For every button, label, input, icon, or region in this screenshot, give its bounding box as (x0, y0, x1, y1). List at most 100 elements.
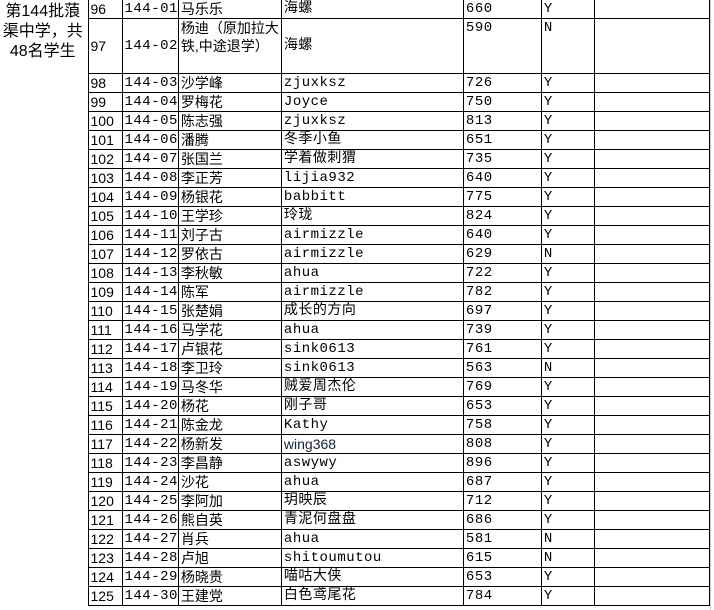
code-cell[interactable]: 144-12 (121, 244, 179, 264)
score-cell[interactable]: 769 (462, 377, 542, 397)
empty-cell[interactable] (593, 377, 710, 397)
nickname-cell[interactable]: ahua (280, 263, 464, 283)
flag-cell[interactable]: Y (540, 73, 595, 93)
flag-cell[interactable]: Y (540, 415, 595, 435)
code-cell[interactable]: 144-25 (121, 491, 179, 511)
score-cell[interactable]: 761 (462, 339, 542, 359)
score-cell[interactable]: 758 (462, 415, 542, 435)
number-cell[interactable]: 121 (87, 510, 123, 530)
flag-cell[interactable]: Y (540, 453, 595, 473)
nickname-cell[interactable]: 白色鸢尾花 (280, 586, 464, 606)
number-cell[interactable]: 101 (87, 130, 123, 150)
empty-cell[interactable] (593, 301, 710, 321)
nickname-cell[interactable]: 玥映辰 (280, 491, 464, 511)
number-cell[interactable]: 122 (87, 529, 123, 549)
nickname-cell[interactable]: 冬季小鱼 (280, 130, 464, 150)
score-cell[interactable]: 722 (462, 263, 542, 283)
flag-cell[interactable]: Y (540, 263, 595, 283)
score-cell[interactable]: 653 (462, 396, 542, 416)
empty-cell[interactable] (593, 358, 710, 378)
score-cell[interactable]: 615 (462, 548, 542, 568)
code-cell[interactable]: 144-11 (121, 225, 179, 245)
name-cell[interactable]: 刘子古 (177, 225, 282, 245)
name-cell[interactable]: 肖兵 (177, 529, 282, 549)
empty-cell[interactable] (593, 529, 710, 549)
flag-cell[interactable]: Y (540, 111, 595, 131)
name-cell[interactable]: 潘腾 (177, 130, 282, 150)
score-cell[interactable]: 775 (462, 187, 542, 207)
number-cell[interactable]: 115 (87, 396, 123, 416)
name-cell[interactable]: 杨花 (177, 396, 282, 416)
name-cell[interactable]: 李秋敏 (177, 263, 282, 283)
nickname-cell[interactable]: 成长的方向 (280, 301, 464, 321)
nickname-cell[interactable]: ahua (280, 529, 464, 549)
number-cell[interactable]: 99 (87, 92, 123, 112)
code-cell[interactable]: 144-28 (121, 548, 179, 568)
number-cell[interactable]: 123 (87, 548, 123, 568)
code-cell[interactable]: 144-26 (121, 510, 179, 530)
score-cell[interactable]: 726 (462, 73, 542, 93)
empty-cell[interactable] (593, 168, 710, 188)
nickname-cell[interactable]: 青泥何盘盘 (280, 510, 464, 530)
code-cell[interactable]: 144-14 (121, 282, 179, 302)
score-cell[interactable]: 640 (462, 225, 542, 245)
name-cell[interactable]: 陈金龙 (177, 415, 282, 435)
score-cell[interactable]: 660 (462, 0, 542, 19)
number-cell[interactable]: 102 (87, 149, 123, 169)
code-cell[interactable]: 144-01 (121, 0, 179, 19)
nickname-cell[interactable]: 学着做刺猬 (280, 149, 464, 169)
empty-cell[interactable] (593, 472, 710, 492)
name-cell[interactable]: 李昌静 (177, 453, 282, 473)
score-cell[interactable]: 896 (462, 453, 542, 473)
score-cell[interactable]: 686 (462, 510, 542, 530)
flag-cell[interactable]: Y (540, 567, 595, 587)
empty-cell[interactable] (593, 263, 710, 283)
empty-cell[interactable] (593, 225, 710, 245)
nickname-cell[interactable]: lijia932 (280, 168, 464, 188)
nickname-cell[interactable]: 海螺 (280, 18, 464, 74)
score-cell[interactable]: 697 (462, 301, 542, 321)
empty-cell[interactable] (593, 320, 710, 340)
name-cell[interactable]: 李卫玲 (177, 358, 282, 378)
name-cell[interactable]: 沙学峰 (177, 73, 282, 93)
number-cell[interactable]: 105 (87, 206, 123, 226)
flag-cell[interactable]: Y (540, 130, 595, 150)
empty-cell[interactable] (593, 92, 710, 112)
flag-cell[interactable]: Y (540, 510, 595, 530)
name-cell[interactable]: 王学珍 (177, 206, 282, 226)
nickname-cell[interactable]: aswywy (280, 453, 464, 473)
nickname-cell[interactable]: airmizzle (280, 225, 464, 245)
score-cell[interactable]: 563 (462, 358, 542, 378)
code-cell[interactable]: 144-13 (121, 263, 179, 283)
number-cell[interactable]: 116 (87, 415, 123, 435)
code-cell[interactable]: 144-05 (121, 111, 179, 131)
number-cell[interactable]: 108 (87, 263, 123, 283)
flag-cell[interactable]: Y (540, 187, 595, 207)
name-cell[interactable]: 马乐乐 (177, 0, 282, 19)
nickname-cell[interactable]: 玲珑 (280, 206, 464, 226)
empty-cell[interactable] (593, 548, 710, 568)
number-cell[interactable]: 97 (87, 18, 123, 74)
flag-cell[interactable]: Y (540, 339, 595, 359)
score-cell[interactable]: 750 (462, 92, 542, 112)
nickname-cell[interactable]: sink0613 (280, 339, 464, 359)
flag-cell[interactable]: N (540, 548, 595, 568)
score-cell[interactable]: 629 (462, 244, 542, 264)
code-cell[interactable]: 144-16 (121, 320, 179, 340)
number-cell[interactable]: 104 (87, 187, 123, 207)
score-cell[interactable]: 651 (462, 130, 542, 150)
flag-cell[interactable]: Y (540, 586, 595, 606)
nickname-cell[interactable]: 喵咕大侠 (280, 567, 464, 587)
empty-cell[interactable] (593, 111, 710, 131)
empty-cell[interactable] (593, 206, 710, 226)
empty-cell[interactable] (593, 491, 710, 511)
name-cell[interactable]: 李正芳 (177, 168, 282, 188)
number-cell[interactable]: 109 (87, 282, 123, 302)
code-cell[interactable]: 144-27 (121, 529, 179, 549)
score-cell[interactable]: 590 (462, 18, 542, 74)
name-cell[interactable]: 杨新发 (177, 434, 282, 454)
nickname-cell[interactable]: 刚子哥 (280, 396, 464, 416)
nickname-cell[interactable]: babbitt (280, 187, 464, 207)
nickname-cell[interactable]: 海螺 (280, 0, 464, 19)
code-cell[interactable]: 144-04 (121, 92, 179, 112)
